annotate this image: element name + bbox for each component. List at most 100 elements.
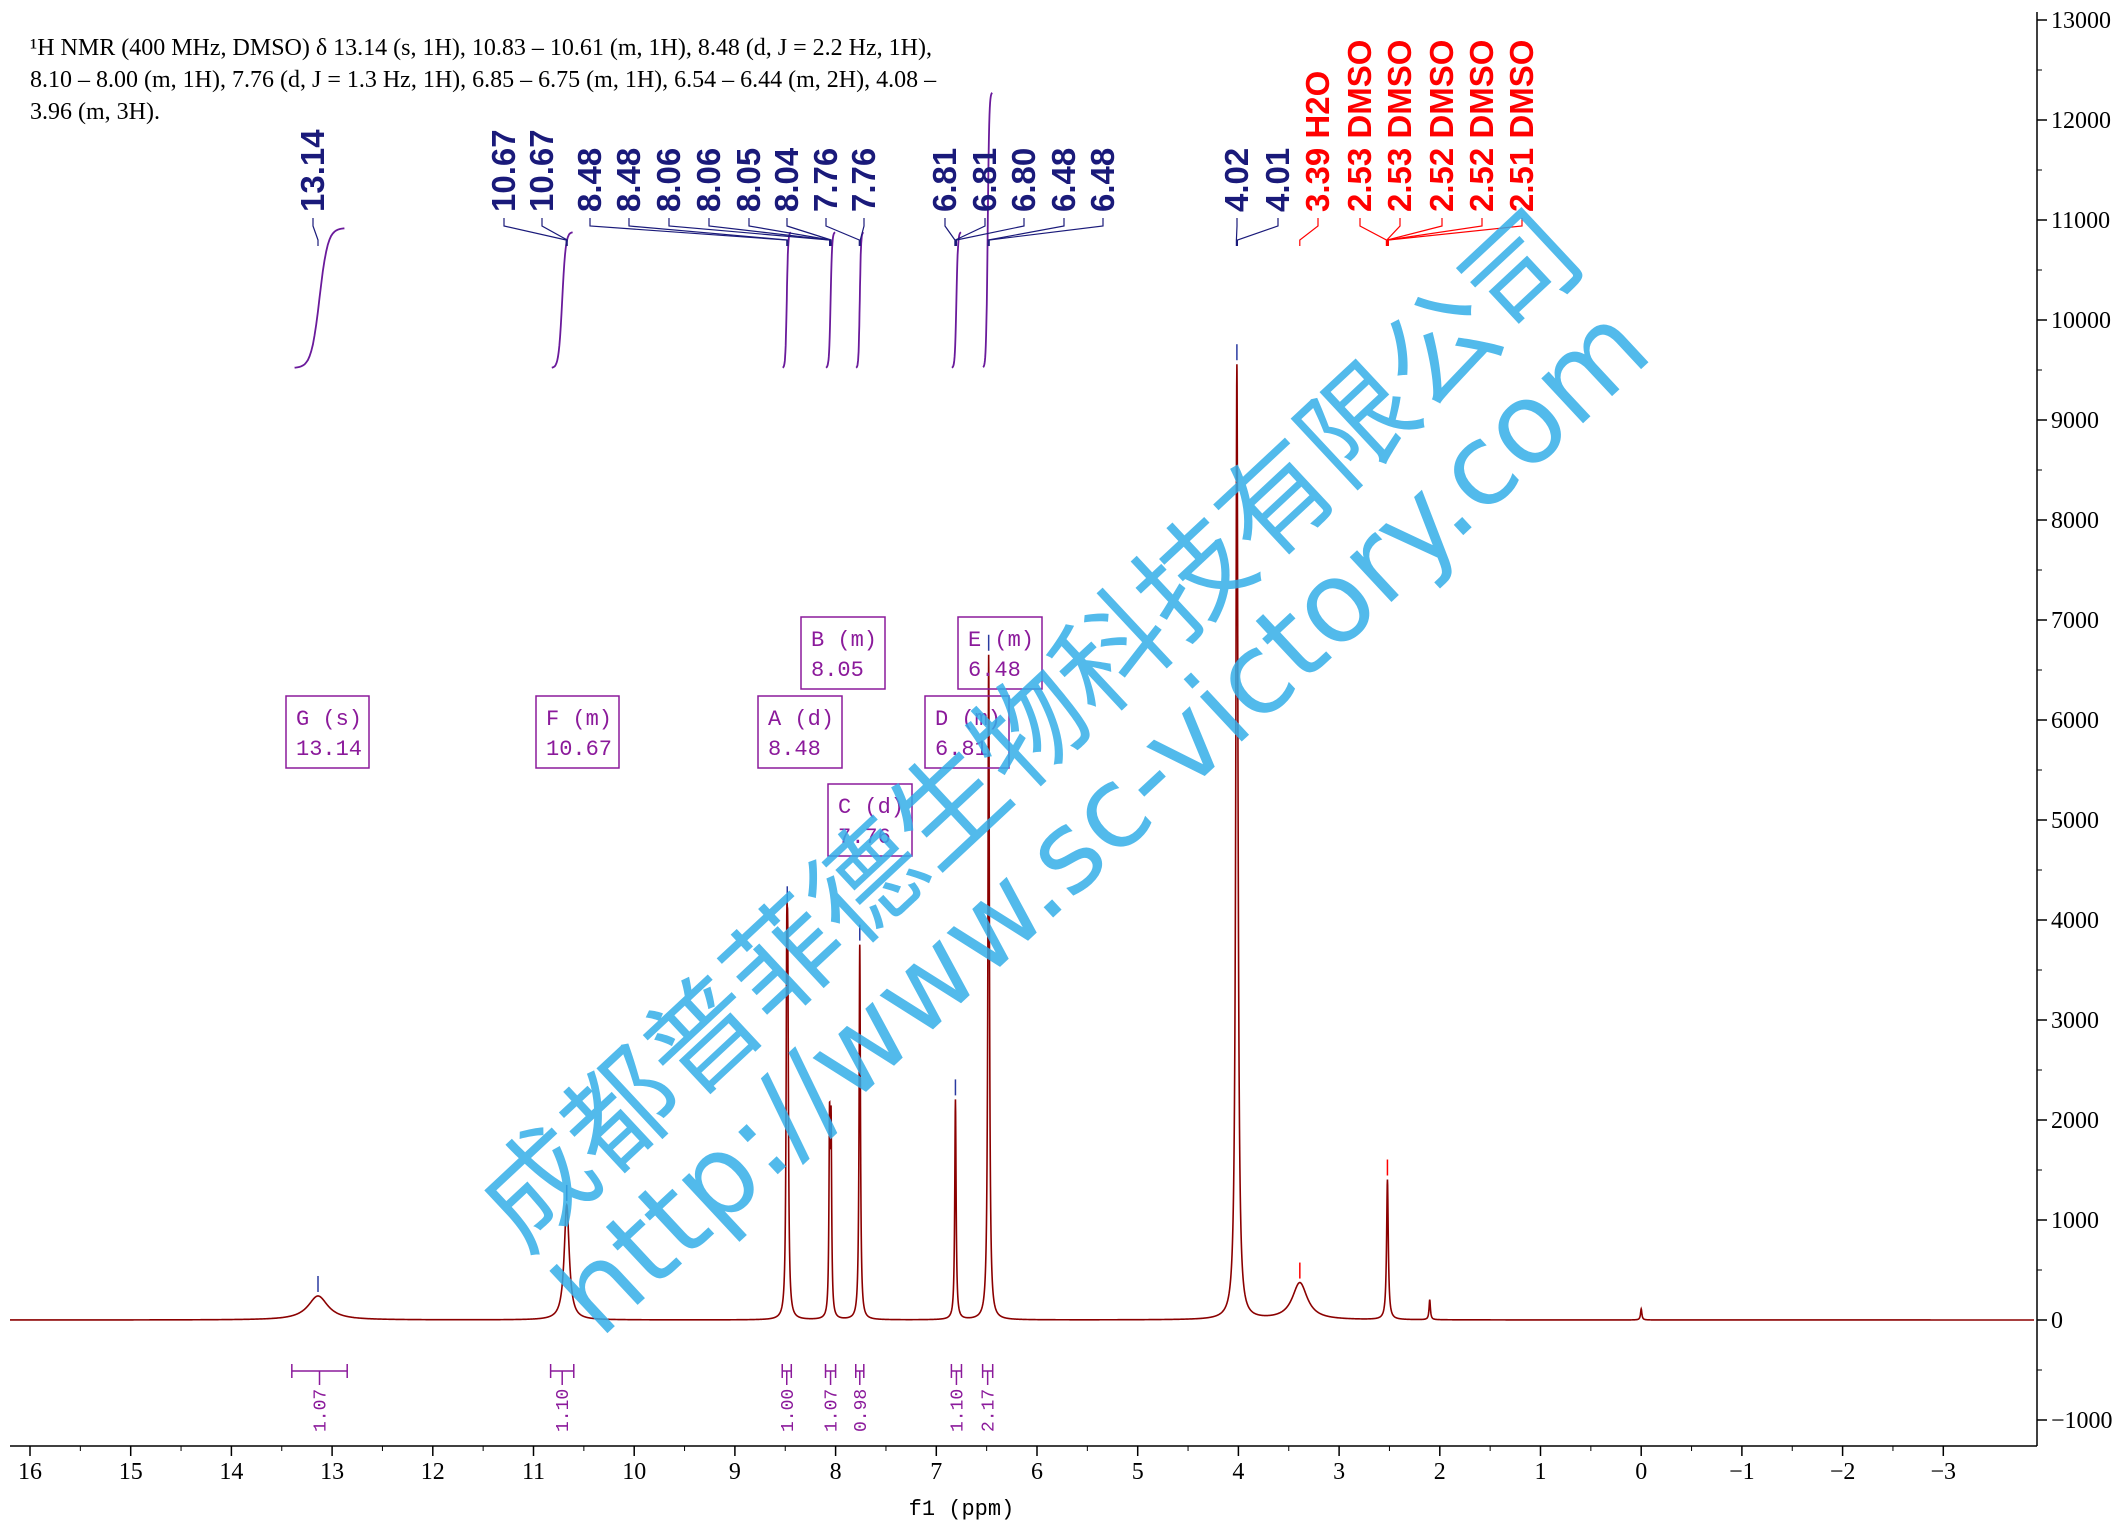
peak-label-leader — [628, 218, 789, 246]
multiplet-shift: 10.67 — [546, 737, 612, 762]
peak-label-leader — [988, 218, 1104, 246]
multiplet-type: B (m) — [811, 628, 877, 653]
solvent-label: 2.53 DMSO — [1381, 40, 1418, 212]
watermark-url: http://www.sc-victory.com — [530, 280, 1674, 1359]
peak-label-leader — [944, 218, 956, 246]
multiplet-box — [800, 616, 886, 690]
x-tick-label: 0 — [1635, 1459, 1647, 1485]
solvent-label: 2.52 DMSO — [1463, 40, 1500, 212]
peak-label: 6.80 — [1005, 148, 1042, 212]
y-tick-label: 2000 — [2051, 1108, 2099, 1134]
y-tick-label: 5000 — [2051, 808, 2099, 834]
integral-value: 1.07 — [312, 1389, 332, 1432]
description-line-1: ¹H NMR (400 MHz, DMSO) δ 13.14 (s, 1H), … — [30, 35, 932, 61]
y-tick-label: 11000 — [2051, 208, 2110, 234]
y-tick-label: 10000 — [2051, 308, 2111, 334]
multiplet-shift: 6.81 — [935, 737, 988, 762]
multiplet-shift: 8.48 — [768, 737, 821, 762]
peak-label: 8.06 — [690, 148, 727, 212]
multiplet-box — [827, 783, 913, 857]
x-tick-label: −1 — [1729, 1459, 1755, 1485]
peak-label: 10.67 — [485, 129, 522, 212]
y-tick-label: 13000 — [2051, 8, 2111, 34]
multiplet-type: G (s) — [296, 707, 362, 732]
x-tick-label: 1 — [1535, 1459, 1547, 1485]
multiplet-type: D (m) — [935, 707, 1001, 732]
solvent-label: 3.39 H2O — [1299, 71, 1336, 212]
peak-labels-group: 13.14 10.67 10.67 8.48 8.48 8.06 8.06 8.05 8.04 7… — [294, 40, 1540, 246]
peak-label: 8.04 — [768, 147, 805, 212]
y-tick-label: 12000 — [2051, 108, 2111, 134]
y-tick-label: 8000 — [2051, 508, 2099, 534]
watermark: 成都普菲德生物科技有限公司 http://www.sc-victory.com — [455, 187, 1674, 1360]
integral-value: 1.07 — [823, 1389, 843, 1432]
peak-label-leader — [786, 218, 832, 246]
multiplet-box — [957, 616, 1043, 690]
peak-label-leader — [955, 218, 1025, 246]
y-tick-label: 1000 — [2051, 1208, 2099, 1234]
integral-curve — [825, 231, 836, 369]
peak-label: 4.02 — [1218, 148, 1255, 212]
integral-value: 1.00 — [779, 1389, 799, 1432]
peak-label: 8.05 — [730, 148, 767, 212]
x-tick-label: 4 — [1232, 1459, 1244, 1485]
x-tick-label: 13 — [320, 1459, 344, 1485]
y-tick-label: 7000 — [2051, 608, 2099, 634]
x-tick-label: 12 — [421, 1459, 445, 1485]
multiplet-shift: 8.05 — [811, 658, 864, 683]
peak-label: 10.67 — [523, 129, 560, 212]
x-tick-label: −3 — [1931, 1459, 1957, 1485]
x-tick-label: 6 — [1031, 1459, 1043, 1485]
integral-value: 1.10 — [554, 1389, 574, 1432]
multiplet-shift: 7.76 — [838, 825, 891, 850]
peak-label-leader — [1299, 218, 1319, 246]
peak-label: 8.48 — [610, 148, 647, 212]
y-tick-label: 3000 — [2051, 1008, 2099, 1034]
peak-label-leader — [708, 218, 831, 246]
peak-label: 6.48 — [1084, 148, 1121, 212]
peak-label-leader — [312, 218, 319, 246]
spectrum-group — [10, 344, 2034, 1321]
multiplet-shift: 6.48 — [968, 658, 1021, 683]
integral-curve — [982, 92, 993, 368]
integral-curve — [855, 231, 865, 369]
integral-value: 0.98 — [852, 1389, 872, 1432]
peak-label-leader — [987, 218, 1065, 246]
multiplet-type: C (d) — [838, 795, 904, 820]
x-tick-label: 8 — [830, 1459, 842, 1485]
spectrum-line — [10, 364, 2034, 1321]
peak-label-leader — [503, 218, 567, 246]
multiplet-box — [285, 695, 370, 769]
x-tick-label: 10 — [622, 1459, 646, 1485]
multiplet-type: A (d) — [768, 707, 834, 732]
integral-curve — [551, 231, 573, 369]
multiplet-type: E (m) — [968, 628, 1034, 653]
x-tick-label: 9 — [729, 1459, 741, 1485]
y-tick-label: 4000 — [2051, 908, 2099, 934]
solvent-label: 2.51 DMSO — [1503, 40, 1540, 212]
multiplet-shift: 13.14 — [296, 737, 362, 762]
multiplet-boxes-group: G (s) 13.14 F (m) 10.67 A (d) 8.48 B (m) 8.05 C … — [285, 616, 1043, 857]
integral-regions-group: 1.07 1.10 1.00 1.07 0.98 1.10 2.17 — [291, 1364, 1000, 1432]
integral-curve — [951, 231, 962, 369]
integral-curve — [294, 227, 345, 369]
x-tick-label: 5 — [1132, 1459, 1144, 1485]
x-tick-label: 2 — [1434, 1459, 1446, 1485]
multiplet-type: F (m) — [546, 707, 612, 732]
x-axis-label: f1 (ppm) — [909, 1497, 1015, 1522]
description-line-2: 8.10 – 8.00 (m, 1H), 7.76 (d, J = 1.3 Hz… — [30, 67, 937, 93]
multiplet-box — [535, 695, 620, 769]
y-tick-label: 9000 — [2051, 408, 2099, 434]
y-tick-label: 0 — [2051, 1308, 2063, 1334]
peak-label: 13.14 — [294, 129, 331, 212]
x-tick-label: 14 — [219, 1459, 243, 1485]
peak-label-leader — [954, 218, 986, 246]
peak-label: 8.06 — [650, 148, 687, 212]
nmr-description: ¹H NMR (400 MHz, DMSO) δ 13.14 (s, 1H), … — [30, 32, 1070, 128]
x-tick-label: 7 — [930, 1459, 942, 1485]
peak-label-leader — [1386, 218, 1443, 246]
axes-group: 16 15 14 13 12 11 10 9 8 7 6 5 4 3 2 1 0 −1 −2 −3f1 (ppm)−1… — [10, 8, 2113, 1522]
y-tick-label: −1000 — [2051, 1408, 2113, 1434]
integral-value: 2.17 — [980, 1389, 1000, 1432]
